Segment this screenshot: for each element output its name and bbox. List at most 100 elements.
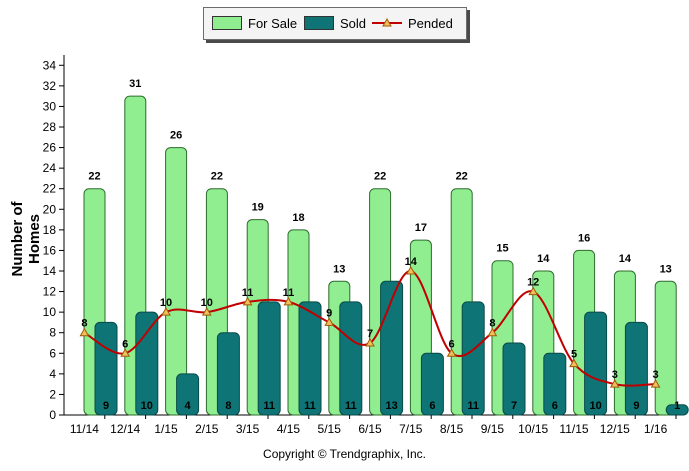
sold-value-label: 7 — [511, 400, 517, 412]
x-tick-label: 3/15 — [236, 422, 260, 436]
for-sale-value-label: 22 — [456, 171, 468, 183]
for-sale-value-label: 26 — [170, 130, 182, 142]
legend-label-sold: Sold — [340, 15, 367, 31]
pended-value-label: 8 — [489, 318, 495, 330]
y-tick-label: 0 — [49, 408, 56, 422]
pended-value-label: 6 — [122, 338, 128, 350]
sold-value-label: 10 — [141, 400, 153, 412]
pended-marker — [324, 317, 335, 326]
x-tick-label: 4/15 — [277, 422, 301, 436]
for-sale-value-label: 17 — [415, 222, 427, 234]
pended-value-label: 10 — [160, 297, 172, 309]
sold-value-label: 9 — [633, 400, 639, 412]
x-tick-label: 11/14 — [70, 422, 99, 436]
sold-value-label: 1 — [674, 400, 680, 412]
sold-value-label: 13 — [385, 400, 397, 412]
legend-label-pended: Pended — [408, 15, 453, 31]
for-sale-value-label: 13 — [333, 263, 345, 275]
sold-bar — [502, 342, 526, 416]
sold-bar — [298, 301, 322, 416]
y-tick-label: 20 — [43, 202, 57, 216]
y-tick-label: 18 — [43, 223, 57, 237]
sold-bar — [665, 404, 689, 416]
sold-bar — [257, 301, 281, 416]
y-tick-label: 32 — [43, 79, 57, 93]
sold-value-label: 11 — [263, 400, 275, 412]
pended-value-label: 14 — [405, 256, 418, 268]
legend-item-pended: Pended — [372, 14, 453, 32]
pended-value-label: 11 — [242, 287, 254, 299]
pended-value-label: 3 — [612, 369, 618, 381]
pended-marker — [569, 358, 579, 368]
sold-value-label: 6 — [429, 400, 435, 412]
copyright-text: Copyright © Trendgraphix, Inc. — [263, 447, 426, 461]
for-sale-value-label: 14 — [537, 253, 550, 265]
y-tick-label: 6 — [49, 346, 56, 360]
pended-marker — [120, 348, 131, 357]
x-tick-label: 12/15 — [600, 422, 630, 436]
pended-marker — [283, 296, 294, 306]
pended-marker — [242, 296, 253, 306]
sold-bar — [420, 352, 444, 416]
y-tick-label: 14 — [43, 264, 57, 278]
for-sale-value-label: 13 — [660, 263, 672, 275]
y-tick-label: 22 — [43, 182, 57, 196]
for-sale-value-label: 22 — [374, 171, 386, 183]
pended-value-label: 10 — [201, 297, 213, 309]
pended-marker — [161, 307, 171, 316]
y-tick-label: 24 — [43, 161, 57, 175]
for-sale-value-label: 14 — [619, 253, 632, 265]
pended-value-label: 6 — [449, 338, 455, 350]
sold-bar — [135, 311, 159, 416]
for-sale-swatch — [212, 16, 242, 30]
sold-value-label: 11 — [304, 400, 316, 412]
y-tick-label: 2 — [49, 387, 56, 401]
sold-value-label: 11 — [467, 400, 479, 412]
sold-bar — [624, 321, 648, 416]
pended-value-label: 3 — [653, 369, 659, 381]
sold-bar — [339, 301, 363, 416]
pended-marker — [405, 265, 416, 275]
sold-value-label: 4 — [185, 400, 192, 412]
x-tick-label: 5/15 — [318, 422, 342, 436]
pended-line — [83, 270, 656, 387]
legend-item-for-sale: For Sale — [212, 14, 297, 32]
y-tick-label: 28 — [43, 120, 57, 134]
sold-bar — [461, 301, 485, 416]
x-tick-label: 11/15 — [559, 422, 588, 436]
for-sale-value-label: 19 — [252, 202, 264, 214]
legend: For Sale Sold Pended — [203, 7, 467, 40]
x-tick-label: 8/15 — [440, 422, 464, 436]
sold-value-label: 9 — [103, 400, 109, 412]
pended-marker — [446, 348, 457, 357]
sold-bar — [94, 321, 118, 416]
legend-item-sold: Sold — [304, 14, 366, 32]
y-tick-label: 8 — [49, 326, 56, 340]
pended-value-label: 9 — [326, 307, 332, 319]
pended-marker — [79, 327, 90, 337]
pended-marker — [528, 286, 539, 296]
y-tick-label: 4 — [49, 367, 56, 381]
pended-value-label: 12 — [527, 277, 539, 289]
legend-label-for-sale: For Sale — [248, 15, 298, 31]
x-tick-label: 7/15 — [399, 422, 423, 436]
sold-swatch — [304, 16, 334, 30]
x-tick-label: 6/15 — [358, 422, 382, 436]
pended-marker — [201, 307, 212, 316]
sold-value-label: 6 — [552, 400, 558, 412]
pended-marker — [487, 327, 498, 337]
pended-marker — [609, 379, 620, 388]
sold-bar — [216, 332, 240, 416]
sold-bar — [176, 373, 200, 416]
for-sale-bar — [654, 280, 677, 416]
pended-value-label: 5 — [571, 349, 577, 361]
y-tick-label: 10 — [43, 305, 57, 319]
for-sale-value-label: 22 — [211, 171, 223, 183]
pended-marker — [365, 337, 375, 347]
y-tick-label: 12 — [43, 285, 57, 299]
x-tick-label: 1/15 — [154, 422, 178, 436]
for-sale-bar — [165, 147, 188, 416]
for-sale-value-label: 22 — [88, 171, 100, 183]
y-tick-label: 30 — [43, 99, 57, 113]
